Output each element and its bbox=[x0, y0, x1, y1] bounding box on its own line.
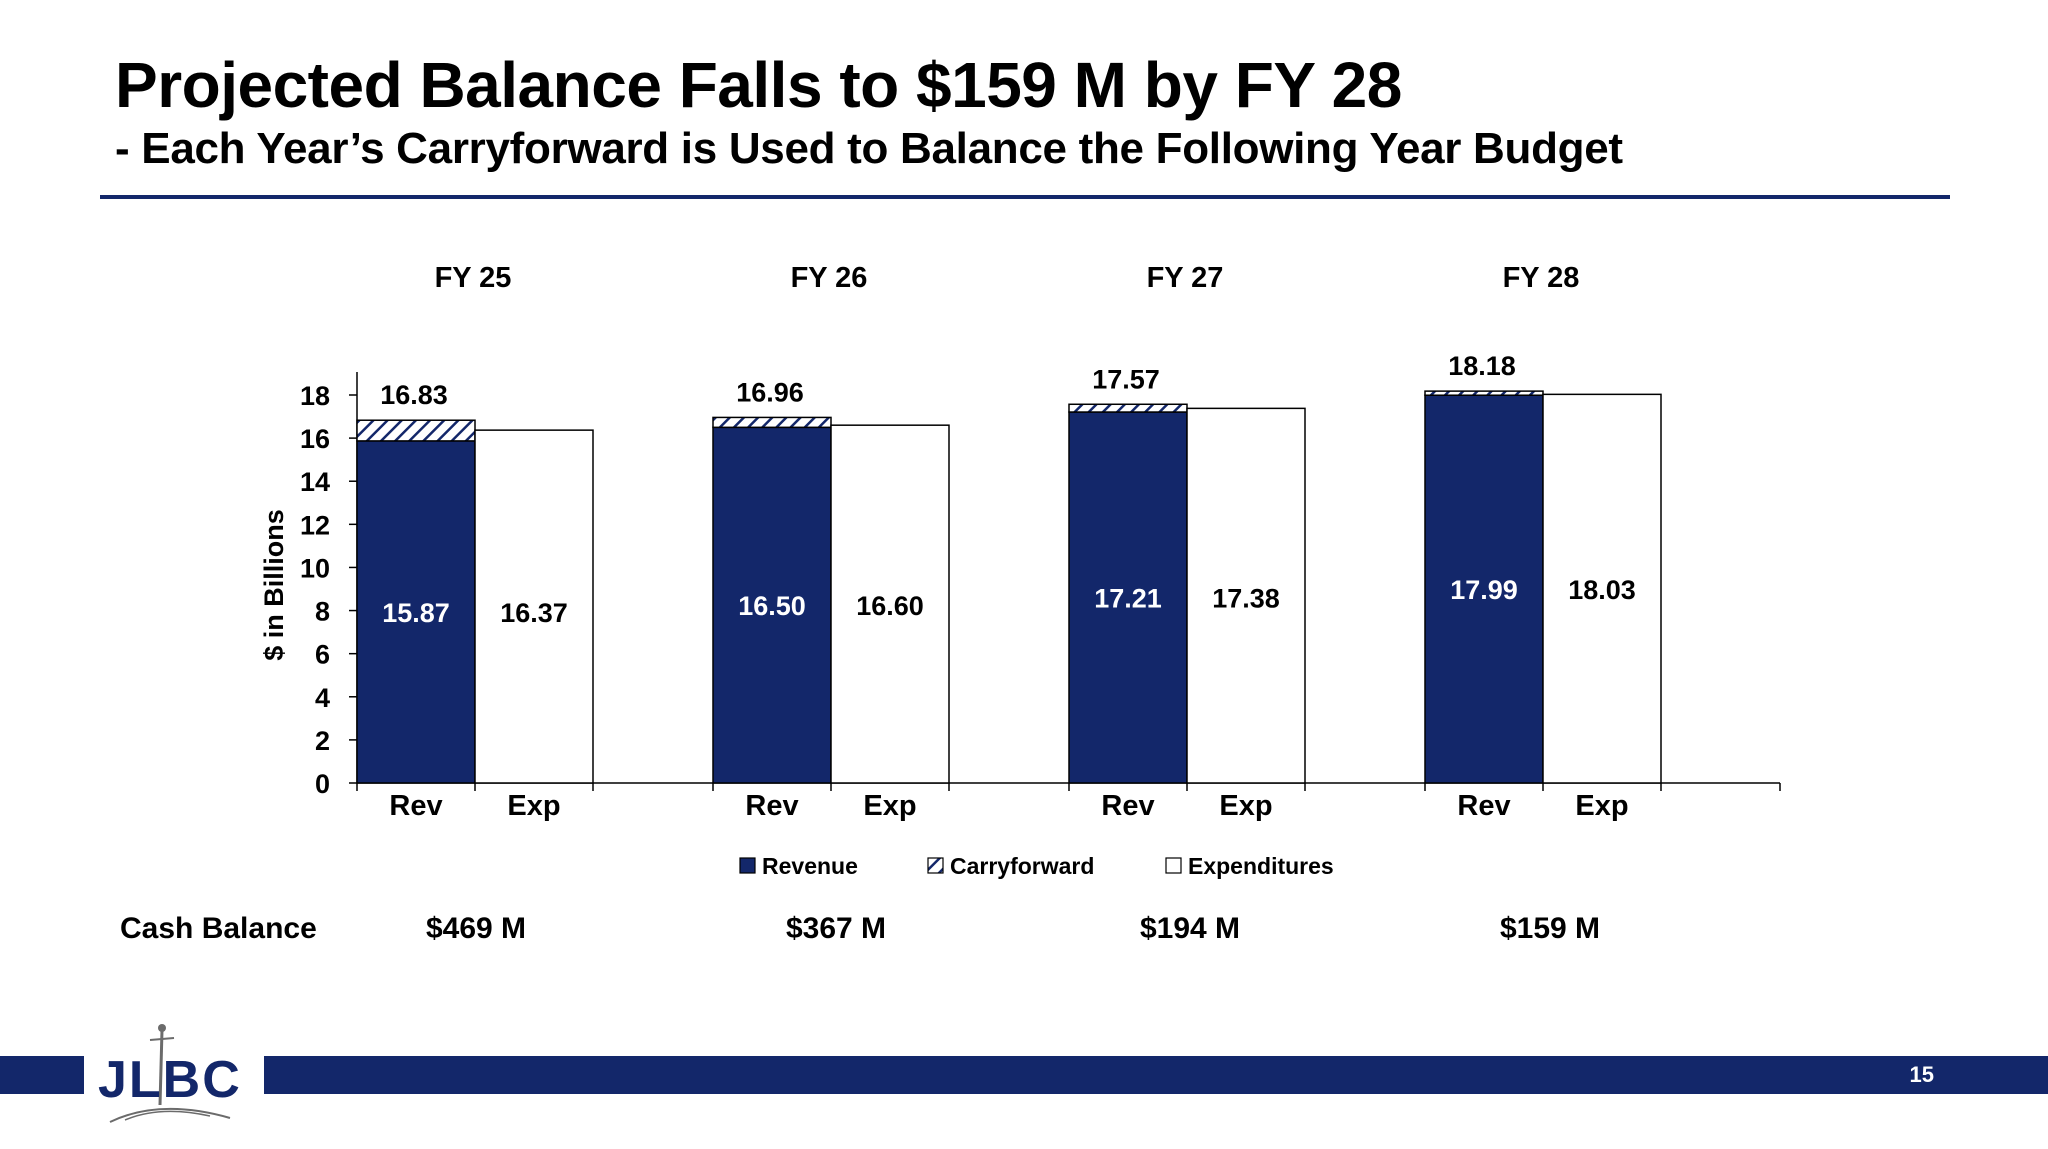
revenue-total-label: 17.57 bbox=[1092, 364, 1160, 394]
y-tick-label: 14 bbox=[300, 467, 330, 497]
revenue-value-label: 17.99 bbox=[1450, 575, 1518, 605]
carryforward-bar bbox=[1068, 403, 1188, 413]
revenue-bar bbox=[1424, 394, 1544, 784]
legend-carryforward-swatch bbox=[927, 857, 944, 874]
expenditures-value-label: 17.38 bbox=[1212, 584, 1280, 614]
group-label: FY 25 bbox=[435, 262, 512, 294]
y-tick-label: 0 bbox=[315, 769, 330, 799]
y-axis-title: $ in Billions bbox=[259, 509, 289, 661]
y-tick-label: 4 bbox=[315, 683, 330, 713]
cash-balance-fy25: $469 M bbox=[425, 912, 527, 945]
exp-category-label: Exp bbox=[1575, 790, 1628, 822]
expenditures-value-label: 16.60 bbox=[856, 591, 924, 621]
y-tick-label: 8 bbox=[315, 597, 330, 627]
group-label: FY 27 bbox=[1147, 262, 1224, 294]
y-tick-label: 2 bbox=[315, 726, 330, 756]
exp-category-label: Exp bbox=[507, 790, 560, 822]
cash-balance-label: Cash Balance bbox=[120, 912, 317, 945]
logo-text: JLBC bbox=[98, 1051, 242, 1109]
logo-figure-icon bbox=[109, 1024, 231, 1123]
y-tick-label: 16 bbox=[300, 424, 330, 454]
page-number: 15 bbox=[1909, 1062, 1934, 1087]
rev-category-label: Rev bbox=[745, 790, 798, 822]
legend-revenue-label: Revenue bbox=[762, 853, 858, 879]
revenue-total-label: 16.83 bbox=[380, 380, 448, 410]
cash-balance-fy28: $159 M bbox=[1499, 912, 1601, 945]
expenditures-bar bbox=[1542, 393, 1662, 784]
expenditures-bar bbox=[830, 424, 950, 784]
expenditures-value-label: 18.03 bbox=[1568, 575, 1636, 605]
footer-bar-left bbox=[0, 1056, 84, 1094]
revenue-bar bbox=[712, 426, 832, 784]
revenue-value-label: 17.21 bbox=[1094, 584, 1162, 614]
group-label: FY 26 bbox=[791, 262, 868, 294]
rev-category-label: Rev bbox=[1101, 790, 1154, 822]
legend-expenditures-swatch bbox=[1165, 857, 1182, 874]
group-label: FY 28 bbox=[1503, 262, 1580, 294]
revenue-total-label: 16.96 bbox=[736, 377, 804, 407]
y-tick-label: 6 bbox=[315, 640, 330, 670]
expenditures-value-label: 16.37 bbox=[500, 598, 568, 628]
expenditures-bar bbox=[1186, 407, 1306, 784]
exp-category-label: Exp bbox=[1219, 790, 1272, 822]
rev-category-label: Rev bbox=[1457, 790, 1510, 822]
legend-carryforward-label: Carryforward bbox=[950, 853, 1094, 879]
footer-bar bbox=[264, 1056, 2048, 1094]
revenue-bar bbox=[1068, 411, 1188, 784]
carryforward-bar bbox=[356, 419, 476, 442]
slide-title: Projected Balance Falls to $159 M by FY … bbox=[115, 49, 1402, 121]
exp-category-label: Exp bbox=[863, 790, 916, 822]
cash-balance-fy27: $194 M bbox=[1139, 912, 1241, 945]
revenue-bar bbox=[356, 440, 476, 784]
legend-revenue-swatch bbox=[739, 857, 756, 874]
balance-chart: 0 2 4 6 8 10 12 14 16 18 $ in Billions FY 25 15.87 16… bbox=[259, 262, 1781, 879]
cash-balance-fy26: $367 M bbox=[785, 912, 887, 945]
jlbc-logo: JLBC bbox=[90, 1010, 260, 1130]
revenue-total-label: 18.18 bbox=[1448, 351, 1516, 381]
carryforward-bar bbox=[712, 416, 832, 429]
y-tick-label: 10 bbox=[300, 553, 330, 583]
slide-subtitle: - Each Year’s Carryforward is Used to Ba… bbox=[115, 124, 1623, 173]
legend-expenditures-label: Expenditures bbox=[1188, 853, 1334, 879]
revenue-value-label: 16.50 bbox=[738, 591, 806, 621]
expenditures-bar bbox=[474, 429, 594, 784]
rev-category-label: Rev bbox=[389, 790, 442, 822]
title-divider bbox=[100, 195, 1950, 199]
y-tick-label: 18 bbox=[300, 381, 330, 411]
y-tick-label: 12 bbox=[300, 510, 330, 540]
revenue-value-label: 15.87 bbox=[382, 598, 450, 628]
carryforward-bar bbox=[1424, 390, 1544, 396]
